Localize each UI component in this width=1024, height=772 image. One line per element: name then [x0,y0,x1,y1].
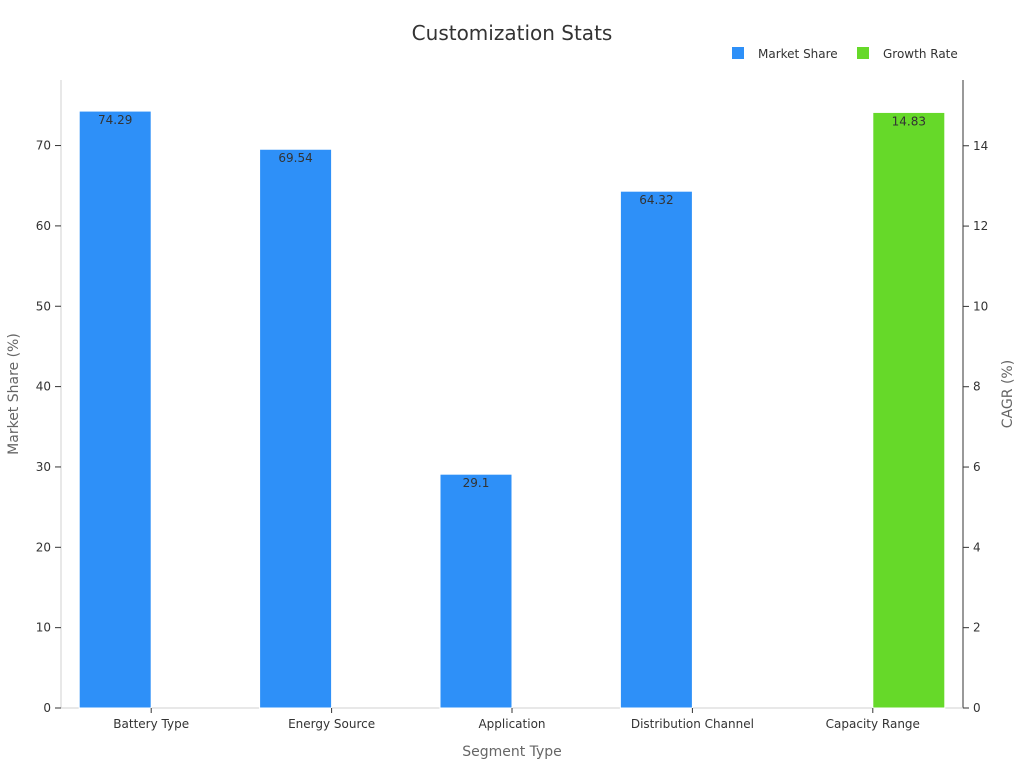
left-tick-label: 20 [36,540,51,554]
legend-swatch [732,47,744,59]
right-axis-ticks: 0 2 4 6 8 10 12 14 [963,139,988,715]
x-axis-ticks: Battery Type Energy Source Application Dist… [113,708,920,731]
legend-label: Market Share [758,47,838,61]
right-tick-label: 2 [973,621,981,635]
left-tick-label: 0 [43,701,51,715]
x-tick-label: Application [478,717,545,731]
bar-value-label: 74.29 [98,113,132,127]
legend: Market Share Growth Rate [732,47,958,61]
bar-labels: 74.29 69.54 29.1 64.32 14.83 [98,113,926,490]
x-tick-label: Battery Type [113,717,189,731]
bar-value-label: 14.83 [892,114,926,128]
left-tick-label: 40 [36,380,51,394]
bar-market-share [78,110,152,709]
bar-market-share [619,190,693,709]
right-tick-label: 4 [973,540,981,554]
bar-growth-rate [872,111,946,709]
right-tick-label: 8 [973,380,981,394]
right-tick-label: 0 [973,701,981,715]
right-tick-label: 12 [973,219,988,233]
x-tick-label: Energy Source [288,717,375,731]
bar-value-label: 29.1 [463,476,490,490]
y-axis-label: Market Share (%) [6,333,22,455]
right-tick-label: 14 [973,139,988,153]
y2-axis-label: CAGR (%) [1000,360,1016,428]
bar-market-share [439,473,513,709]
bar-value-label: 69.54 [278,151,312,165]
right-tick-label: 10 [973,299,988,313]
left-tick-label: 60 [36,219,51,233]
x-tick-label: Distribution Channel [631,717,754,731]
legend-swatch [857,47,869,59]
x-tick-label: Capacity Range [826,717,920,731]
x-axis-label: Segment Type [462,744,562,760]
bars [78,110,946,709]
bar-market-share [259,148,333,709]
left-axis-ticks: 0 10 20 30 40 50 60 70 [36,139,61,715]
chart-title: Customization Stats [412,21,613,45]
left-tick-label: 30 [36,460,51,474]
left-tick-label: 10 [36,621,51,635]
left-tick-label: 50 [36,299,51,313]
legend-label: Growth Rate [883,47,958,61]
left-tick-label: 70 [36,139,51,153]
bar-value-label: 64.32 [639,193,673,207]
right-tick-label: 6 [973,460,981,474]
